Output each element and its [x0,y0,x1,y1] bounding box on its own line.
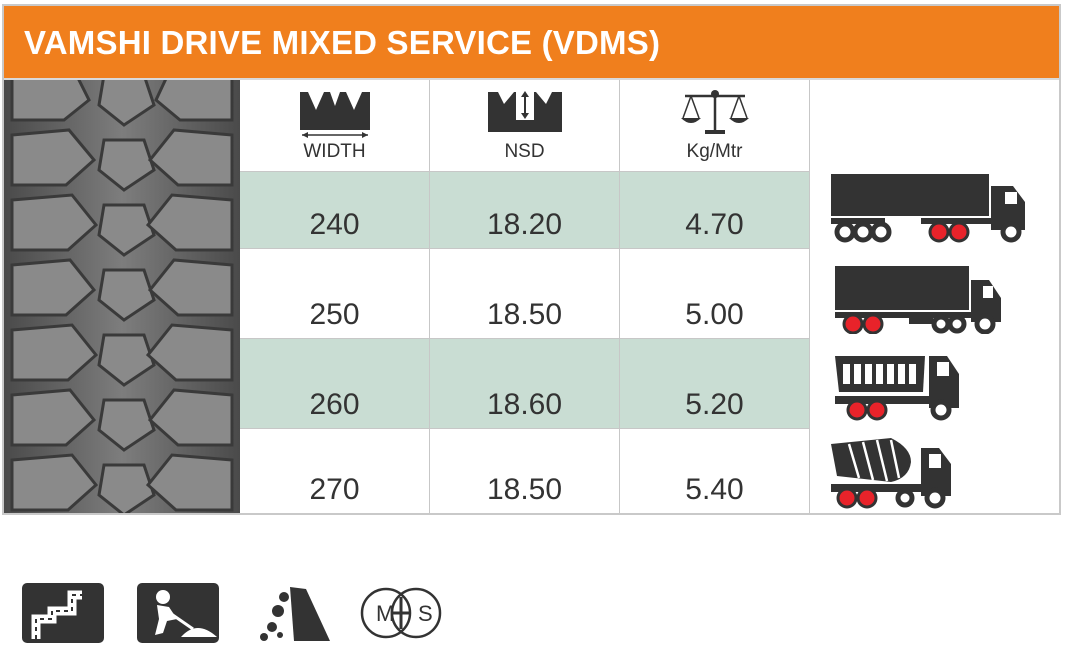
vehicle-column [811,80,1059,513]
balance-scale-icon [680,90,749,134]
column-header-nsd: NSD [430,80,620,172]
table-cell-nsd: 18.50 [430,249,620,339]
column-header-kg: Kg/Mtr [620,80,810,172]
column-label-kg: Kg/Mtr [686,141,743,162]
cell-value: 18.50 [486,298,563,331]
cell-value: 5.00 [685,298,744,331]
tipper-truck-icon [835,356,959,421]
construction-worker-icon [137,583,219,643]
cell-value: 4.70 [685,208,744,241]
cell-value: 18.20 [486,208,563,241]
table-cell-width: 270 [240,429,430,513]
cell-value: 250 [309,298,360,331]
table-cell-kg: 5.40 [620,429,810,513]
header-bar: VAMSHI DRIVE MIXED SERVICE (VDMS) [4,6,1059,80]
tread-pattern-icon [4,80,240,513]
column-header-width: WIDTH [240,80,430,172]
table-cell-kg: 4.70 [620,172,810,249]
cell-value: 5.40 [685,473,744,506]
column-label-width: WIDTH [303,141,366,162]
cell-value: 270 [309,473,360,506]
box-truck-icon [835,266,1001,334]
cell-value: 18.50 [486,473,563,506]
ms-letter-m: M [376,601,394,626]
table-cell-width: 250 [240,249,430,339]
mining-rocks-icon [260,587,330,641]
width-icon [299,92,370,138]
table-cell-kg: 5.00 [620,249,810,339]
table-cell-width: 260 [240,339,430,429]
product-spec-card: VAMSHI DRIVE MIXED SERVICE (VDMS) [2,4,1061,515]
table-cell-nsd: 18.50 [430,429,620,513]
spec-table: WIDTH NSD [240,80,811,513]
application-icons: M S [0,575,1066,647]
ms-letter-s: S [418,601,433,626]
cell-value: 18.60 [486,388,563,421]
semi-trailer-truck-icon [831,174,1025,243]
cell-value: 240 [309,208,360,241]
nsd-depth-icon [487,90,562,132]
table-cell-width: 240 [240,172,430,249]
table-cell-nsd: 18.20 [430,172,620,249]
table-cell-kg: 5.20 [620,339,810,429]
column-label-nsd: NSD [504,141,545,162]
table-cell-nsd: 18.60 [430,339,620,429]
cell-value: 260 [309,388,360,421]
cement-mixer-truck-icon [831,438,951,509]
page-title: VAMSHI DRIVE MIXED SERVICE (VDMS) [24,24,661,61]
tyre-tread-image [4,80,240,513]
mud-snow-ms-icon: M S [360,587,442,639]
winding-road-icon [22,583,104,643]
cell-value: 5.20 [685,388,744,421]
